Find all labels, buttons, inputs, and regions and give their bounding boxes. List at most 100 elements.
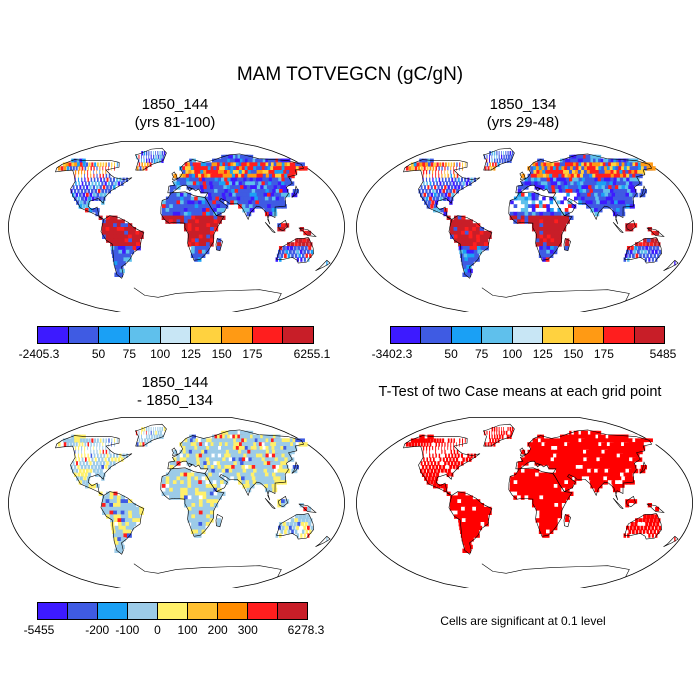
coastline [215, 513, 224, 528]
colorbar-label: -200 [85, 623, 110, 637]
colorbar-label: 100 [177, 623, 198, 637]
colorbar-label: 200 [207, 623, 228, 637]
coastline [519, 171, 526, 180]
colorbar-label: 100 [502, 347, 523, 361]
coastline [508, 191, 573, 261]
coastline [276, 513, 314, 540]
coastline [481, 287, 630, 302]
colorbar-box [99, 327, 131, 343]
panel-1-title-line2: (yrs 81-100) [134, 114, 216, 131]
colorbar-label: 6255.1 [293, 347, 331, 361]
coastline [639, 461, 647, 474]
colorbar-box [252, 327, 284, 343]
colorbar-label: 6278.3 [287, 623, 325, 637]
coastline [276, 237, 314, 264]
panel-1-title-line1: 1850_144 [141, 96, 209, 113]
coastline [519, 447, 526, 456]
colorbar-box [283, 327, 314, 343]
colorbar-box [160, 327, 192, 343]
coastline [612, 498, 624, 509]
colorbar-label: -2405.3 [18, 347, 60, 361]
coastline [663, 535, 679, 547]
map-panel-4 [356, 417, 693, 588]
coastline [133, 287, 282, 302]
coastline [448, 215, 493, 279]
coastline [639, 185, 647, 198]
coastline [160, 467, 225, 537]
colorbar-box [451, 327, 483, 343]
coastline [298, 227, 317, 237]
colorbar-box [68, 327, 100, 343]
coastline [291, 461, 299, 474]
panel-2-title-line2: (yrs 29-48) [486, 114, 560, 131]
coastline [277, 495, 288, 508]
map-cells [405, 427, 676, 553]
coastline [508, 467, 573, 537]
coastline [646, 227, 665, 237]
colorbar-box [38, 327, 69, 343]
coastline [167, 153, 305, 225]
coastline [403, 159, 481, 220]
colorbar-box [634, 327, 664, 343]
colorbar-box [604, 327, 635, 343]
colorbar-label: 175 [593, 347, 614, 361]
colorbar-label: -5455 [23, 623, 55, 637]
colorbar-panel-1 [37, 326, 314, 344]
colorbar-label: 175 [242, 347, 263, 361]
coastline [264, 222, 276, 233]
coastline [215, 237, 224, 252]
colorbar-box [158, 603, 188, 619]
coastline [264, 498, 276, 509]
coastline [481, 563, 630, 578]
colorbar-label: 300 [237, 623, 258, 637]
significance-note: Cells are significant at 0.1 level [440, 614, 606, 628]
coastline [663, 259, 679, 271]
colorbar-label: 0 [154, 623, 161, 637]
colorbar-box [421, 327, 452, 343]
coastline [448, 491, 493, 555]
map-cells [57, 427, 328, 553]
colorbar-box [278, 603, 307, 619]
colorbar-label: 75 [122, 347, 137, 361]
colorbar-box [98, 603, 128, 619]
panel-3-title: 1850_144 - 1850_134 [25, 374, 325, 410]
coastline [563, 513, 572, 528]
colorbar-box [68, 603, 98, 619]
colorbar-box [222, 327, 253, 343]
colorbar-label: 50 [444, 347, 458, 361]
panel-4-title: T-Test of two Case means at each grid po… [378, 384, 662, 400]
coastline [625, 495, 636, 508]
colorbar-box [543, 327, 574, 343]
coastline [100, 215, 145, 279]
map-panel-1 [8, 141, 345, 312]
coastline [624, 513, 662, 540]
panel-2-title-line1: 1850_134 [489, 96, 557, 113]
coastline [515, 153, 653, 225]
coastline [315, 535, 331, 547]
coastline [315, 259, 331, 271]
colorbar-box [188, 603, 218, 619]
colorbar-label: 5485 [649, 347, 677, 361]
coastline [100, 491, 145, 555]
colorbar-box [128, 603, 158, 619]
colorbar-label: 150 [563, 347, 584, 361]
coastline [298, 503, 317, 513]
map-cells [405, 151, 676, 277]
colorbar-label: 100 [150, 347, 171, 361]
colorbar-box [130, 327, 161, 343]
coastline [625, 219, 636, 232]
colorbar-panel-3 [37, 602, 308, 620]
map-panel-2 [356, 141, 693, 312]
colorbar-label: 75 [474, 347, 489, 361]
coastline [624, 237, 662, 264]
colorbar-box [248, 603, 278, 619]
panel-1-title: 1850_144 (yrs 81-100) [25, 96, 325, 132]
colorbar-label: 125 [180, 347, 201, 361]
coastline [167, 429, 305, 501]
coastline [563, 237, 572, 252]
figure-title: MAM TOTVEGCN (gC/gN) [236, 64, 464, 85]
coastline [171, 171, 178, 180]
coastline [403, 435, 481, 496]
panel-2-title: 1850_134 (yrs 29-48) [373, 96, 673, 132]
colorbar-box [38, 603, 68, 619]
